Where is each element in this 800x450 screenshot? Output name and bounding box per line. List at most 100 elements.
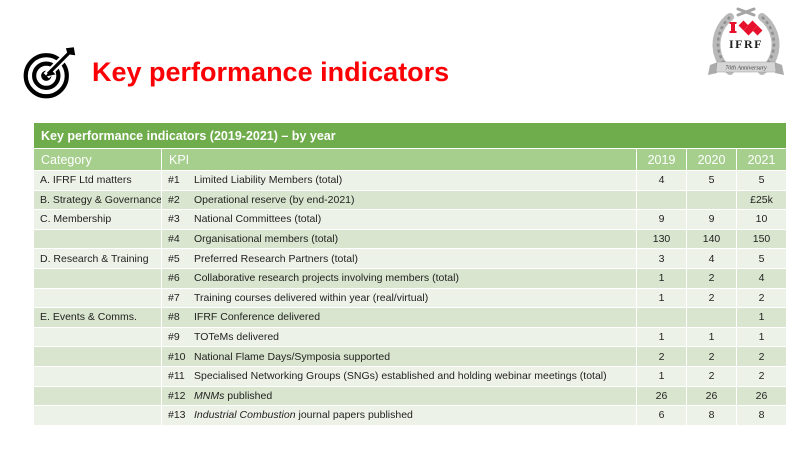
category-cell: D. Research & Training xyxy=(33,248,162,269)
table-row: #10 National Flame Days/Symposia supporte… xyxy=(33,346,788,367)
value-2019-cell: 1 xyxy=(636,287,687,309)
value-2019-cell: 130 xyxy=(636,228,687,250)
kpi-cell: #6 Collaborative research projects involv… xyxy=(161,267,637,289)
kpi-table-body: A. IFRF Ltd matters #1 Limited Liability … xyxy=(33,170,788,426)
value-2019-cell: 26 xyxy=(636,385,687,407)
kpi-cell: #13 Industrial Combustion journal papers … xyxy=(161,405,637,426)
kpi-cell: #4 Organisational members (total) xyxy=(161,228,637,250)
table-row: #11 Specialised Networking Groups (SNGs) … xyxy=(33,365,788,387)
value-2021-cell: 5 xyxy=(735,248,788,269)
kpi-number: #9 xyxy=(168,331,180,344)
kpi-number: #2 xyxy=(168,193,180,206)
column-header-2021: 2021 xyxy=(735,148,788,171)
value-2019-cell: 2 xyxy=(636,346,687,367)
kpi-table: Key performance indicators (2019-2021) –… xyxy=(32,122,788,426)
kpi-cell: #9 TOTeMs delivered xyxy=(161,326,637,348)
kpi-cell: #3 National Committees (total) xyxy=(161,209,637,230)
column-header-kpi: KPI xyxy=(161,148,637,171)
table-row: #9 TOTeMs delivered 1 1 1 xyxy=(33,326,788,348)
table-row: D. Research & Training #5 Preferred Resea… xyxy=(33,248,788,269)
value-2021-cell: 2 xyxy=(735,287,788,309)
value-2021-cell: 26 xyxy=(735,385,788,407)
kpi-number: #5 xyxy=(168,252,180,265)
category-cell: C. Membership xyxy=(33,209,162,230)
category-cell xyxy=(33,228,162,250)
table-row: #6 Collaborative research projects involv… xyxy=(33,267,788,289)
value-2020-cell: 1 xyxy=(686,326,737,348)
kpi-number: #8 xyxy=(168,311,180,324)
kpi-number: #10 xyxy=(168,350,186,363)
value-2020-cell: 4 xyxy=(686,248,737,269)
category-cell xyxy=(33,405,162,426)
kpi-number: #3 xyxy=(168,213,180,226)
category-cell xyxy=(33,385,162,407)
kpi-cell: #1 Limited Liability Members (total) xyxy=(161,170,637,191)
ifrf-flame-mark xyxy=(729,20,763,36)
value-2019-cell xyxy=(636,307,687,328)
anniversary-banner-text: 70th Anniversary xyxy=(725,66,767,72)
value-2019-cell xyxy=(636,189,687,211)
kpi-cell: #2 Operational reserve (by end-2021) xyxy=(161,189,637,211)
value-2020-cell: 5 xyxy=(686,170,737,191)
kpi-cell: #7 Training courses delivered within year… xyxy=(161,287,637,309)
value-2019-cell: 1 xyxy=(636,326,687,348)
table-row: #7 Training courses delivered within year… xyxy=(33,287,788,309)
value-2019-cell: 6 xyxy=(636,405,687,426)
kpi-number: #6 xyxy=(168,272,180,285)
value-2021-cell: 8 xyxy=(735,405,788,426)
category-cell xyxy=(33,346,162,367)
value-2020-cell: 2 xyxy=(686,287,737,309)
table-title: Key performance indicators (2019-2021) –… xyxy=(32,122,788,149)
target-dartboard-icon xyxy=(23,45,77,99)
column-header-2019: 2019 xyxy=(636,148,687,171)
table-row: A. IFRF Ltd matters #1 Limited Liability … xyxy=(33,170,788,191)
value-2020-cell: 140 xyxy=(686,228,737,250)
slide-title: Key performance indicators xyxy=(92,56,450,87)
value-2019-cell: 3 xyxy=(636,248,687,269)
kpi-number: #1 xyxy=(168,174,180,187)
table-header-row: Category KPI 2019 2020 2021 xyxy=(33,148,788,171)
table-row: #12 MNMs published 26 26 26 xyxy=(33,385,788,407)
kpi-cell: #11 Specialised Networking Groups (SNGs) … xyxy=(161,365,637,387)
category-cell xyxy=(33,287,162,309)
kpi-cell: #12 MNMs published xyxy=(161,385,637,407)
kpi-cell: #10 National Flame Days/Symposia supporte… xyxy=(161,346,637,367)
kpi-number: #11 xyxy=(168,370,185,383)
table-row: E. Events & Comms. #8 IFRF Conference del… xyxy=(33,307,788,328)
value-2021-cell: 1 xyxy=(735,307,788,328)
table-row: C. Membership #3 National Committees (tot… xyxy=(33,209,788,230)
category-cell: E. Events & Comms. xyxy=(33,307,162,328)
kpi-cell: #5 Preferred Research Partners (total) xyxy=(161,248,637,269)
value-2021-cell: 10 xyxy=(735,209,788,230)
value-2021-cell: 2 xyxy=(735,365,788,387)
kpi-number: #4 xyxy=(168,233,180,246)
value-2019-cell: 1 xyxy=(636,365,687,387)
value-2020-cell: 8 xyxy=(686,405,737,426)
kpi-number: #7 xyxy=(168,291,180,304)
value-2021-cell: 150 xyxy=(735,228,788,250)
value-2021-cell: 2 xyxy=(735,346,788,367)
value-2020-cell: 2 xyxy=(686,346,737,367)
value-2021-cell: 1 xyxy=(735,326,788,348)
category-cell: B. Strategy & Governance xyxy=(33,189,162,211)
column-header-2020: 2020 xyxy=(686,148,737,171)
table-row: B. Strategy & Governance #2 Operational r… xyxy=(33,189,788,211)
value-2020-cell: 2 xyxy=(686,267,737,289)
value-2021-cell: £25k xyxy=(735,189,788,211)
kpi-cell: #8 IFRF Conference delivered xyxy=(161,307,637,328)
column-header-category: Category xyxy=(33,148,162,171)
laurel-apex xyxy=(736,7,756,17)
category-cell: A. IFRF Ltd matters xyxy=(33,170,162,191)
kpi-number: #12 xyxy=(168,389,186,402)
anniversary-ribbon: 70th Anniversary xyxy=(708,61,784,75)
value-2020-cell xyxy=(686,189,737,211)
category-cell xyxy=(33,326,162,348)
value-2021-cell: 4 xyxy=(735,267,788,289)
ifrf-logo: IFRF 70th Anniversary xyxy=(704,5,788,93)
value-2020-cell xyxy=(686,307,737,328)
category-cell xyxy=(33,267,162,289)
table-row: #13 Industrial Combustion journal papers … xyxy=(33,405,788,426)
value-2020-cell: 2 xyxy=(686,365,737,387)
table-row: #4 Organisational members (total) 130 140… xyxy=(33,228,788,250)
slide-header: Key performance indicators xyxy=(22,44,449,100)
